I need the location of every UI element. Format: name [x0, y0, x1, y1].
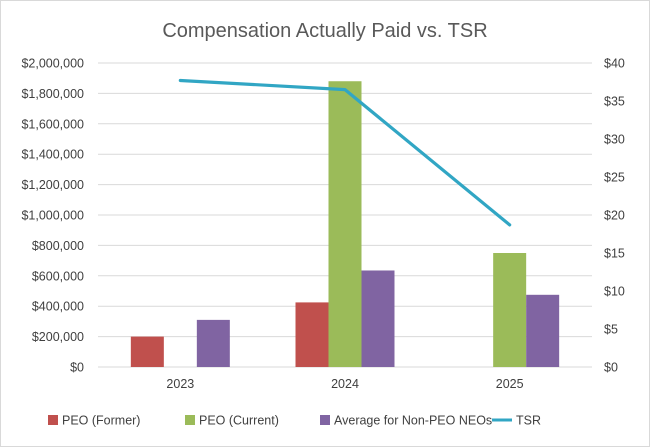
x-tick-label: 2024 [331, 377, 359, 391]
bar-peo-current- [328, 81, 362, 368]
right-tick-label: $15 [604, 247, 625, 261]
right-axis: $0 $5 $10 $15 $20 $25 $30 $35 $40 [604, 57, 625, 375]
left-tick-label: $400,000 [32, 300, 84, 314]
right-tick-label: $5 [604, 323, 618, 337]
right-tick-label: $0 [604, 361, 618, 375]
left-tick-label: $1,600,000 [21, 117, 84, 131]
bar-average-for-non-peo-neos [361, 270, 395, 367]
left-tick-label: $600,000 [32, 269, 84, 283]
bar-peo-former- [295, 302, 329, 367]
bars [130, 81, 560, 368]
legend-label: TSR [516, 414, 541, 428]
legend-swatch [320, 415, 330, 425]
left-tick-label: $0 [70, 361, 84, 375]
left-tick-label: $1,000,000 [21, 209, 84, 223]
bar-average-for-non-peo-neos [196, 319, 230, 367]
left-tick-label: $2,000,000 [21, 57, 84, 71]
x-tick-label: 2025 [496, 377, 524, 391]
right-tick-label: $10 [604, 285, 625, 299]
bar-peo-former- [130, 336, 164, 367]
legend-label: PEO (Current) [199, 414, 279, 428]
right-tick-label: $35 [604, 95, 625, 109]
left-tick-label: $200,000 [32, 330, 84, 344]
left-axis: $0 $200,000 $400,000 $600,000 $800,000 $1,000… [21, 57, 84, 375]
left-tick-label: $1,400,000 [21, 148, 84, 162]
legend-label: PEO (Former) [62, 414, 140, 428]
left-tick-label: $1,800,000 [21, 87, 84, 101]
chart-title: Compensation Actually Paid vs. TSR [162, 20, 487, 42]
legend-swatch [185, 415, 195, 425]
legend-label: Average for Non-PEO NEOs [334, 414, 492, 428]
bar-peo-current- [493, 253, 527, 367]
right-tick-label: $20 [604, 209, 625, 223]
right-tick-label: $25 [604, 171, 625, 185]
legend-swatch [48, 415, 58, 425]
right-tick-label: $30 [604, 133, 625, 147]
right-tick-label: $40 [604, 57, 625, 71]
legend: PEO (Former) PEO (Current) Average for Non… [48, 414, 541, 428]
tsr-line [178, 78, 512, 227]
left-tick-label: $800,000 [32, 239, 84, 253]
x-tick-label: 2023 [166, 377, 194, 391]
bar-average-for-non-peo-neos [526, 294, 560, 367]
x-axis: 2023 2024 2025 [166, 377, 523, 391]
left-tick-label: $1,200,000 [21, 178, 84, 192]
